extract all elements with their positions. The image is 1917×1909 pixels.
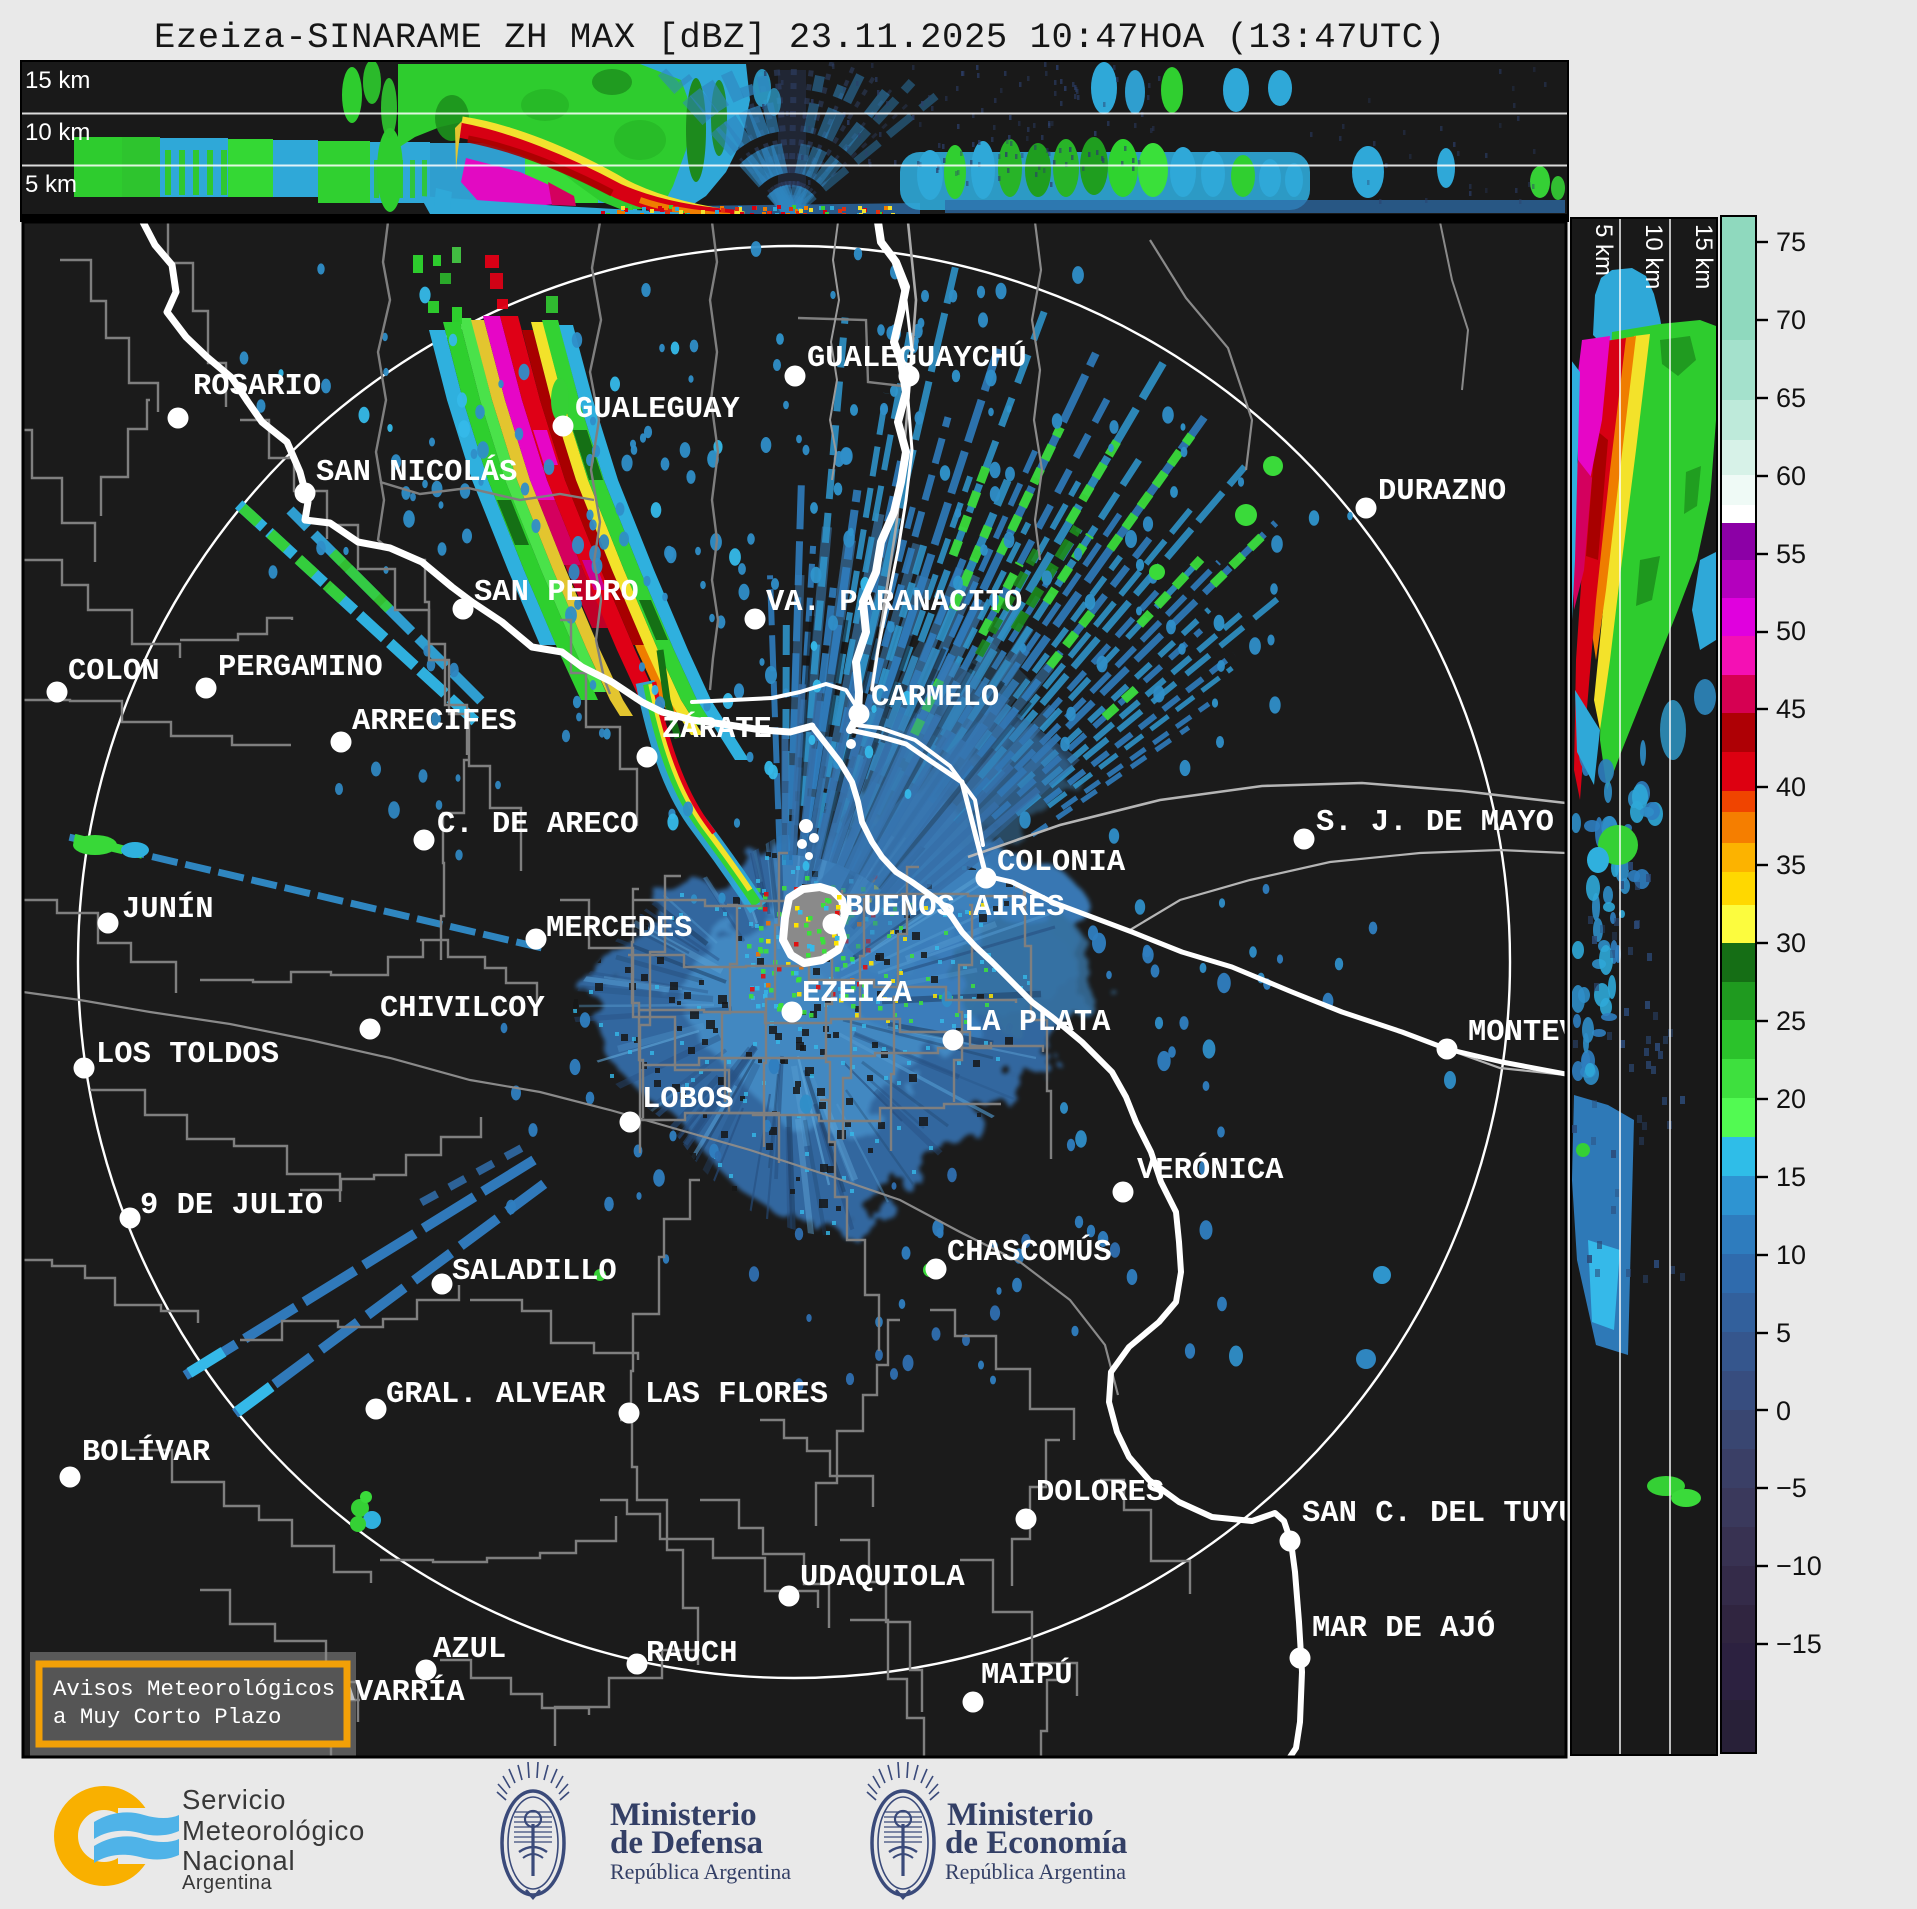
svg-text:COLON: COLON [68,655,160,689]
svg-text:BOLÍVAR: BOLÍVAR [82,1433,211,1470]
svg-text:CHASCOMÚS: CHASCOMÚS [947,1233,1112,1270]
svg-text:ARRECIFES: ARRECIFES [352,705,517,739]
svg-text:−5: −5 [1776,1473,1807,1503]
svg-text:CARMELO: CARMELO [871,681,999,715]
svg-text:MERCEDES: MERCEDES [546,912,692,946]
svg-text:Nacional: Nacional [182,1845,295,1876]
svg-text:PERGAMINO: PERGAMINO [218,651,383,685]
svg-text:SAN NICOLÁS: SAN NICOLÁS [316,453,517,490]
svg-text:Ministerio: Ministerio [947,1797,1094,1833]
svg-text:65: 65 [1776,383,1806,413]
svg-text:40: 40 [1776,772,1806,802]
svg-text:COLONIA: COLONIA [997,846,1126,880]
svg-text:10 km: 10 km [25,119,90,146]
svg-text:5 km: 5 km [25,171,77,198]
svg-text:GRAL. ALVEAR: GRAL. ALVEAR [386,1378,606,1412]
svg-text:BUENOS AIRES: BUENOS AIRES [845,891,1065,925]
svg-text:VERÓNICA: VERÓNICA [1137,1151,1284,1188]
svg-text:5 km: 5 km [1590,224,1617,276]
svg-text:de Economía: de Economía [945,1825,1127,1861]
svg-text:a Muy Corto Plazo: a Muy Corto Plazo [53,1704,281,1730]
svg-text:LOBOS: LOBOS [642,1083,734,1117]
svg-text:15 km: 15 km [1690,224,1717,289]
svg-text:LAS FLORES: LAS FLORES [645,1378,828,1412]
svg-text:−15: −15 [1776,1629,1822,1659]
svg-text:DURAZNO: DURAZNO [1378,475,1506,509]
svg-text:Servicio: Servicio [182,1784,286,1815]
svg-text:C. DE ARECO: C. DE ARECO [437,808,638,842]
svg-text:MAR DE AJÓ: MAR DE AJÓ [1312,1609,1495,1646]
svg-text:25: 25 [1776,1006,1806,1036]
svg-text:ZÁRATE: ZÁRATE [662,710,772,747]
svg-text:MAIPÚ: MAIPÚ [981,1656,1073,1693]
svg-text:SALADILLO: SALADILLO [452,1255,617,1289]
svg-text:S. J. DE MAYO: S. J. DE MAYO [1316,806,1554,840]
svg-text:República Argentina: República Argentina [610,1859,791,1884]
svg-text:−10: −10 [1776,1551,1822,1581]
svg-text:45: 45 [1776,694,1806,724]
svg-text:EZEIZA: EZEIZA [802,977,913,1011]
svg-text:VA. PARANACITO: VA. PARANACITO [766,586,1022,620]
svg-text:35: 35 [1776,850,1806,880]
svg-text:60: 60 [1776,461,1806,491]
svg-text:10: 10 [1776,1240,1806,1270]
svg-text:9 DE JULIO: 9 DE JULIO [140,1189,323,1223]
svg-text:JUNÍN: JUNÍN [122,890,214,927]
svg-text:MONTEV: MONTEV [1468,1016,1579,1050]
svg-text:de Defensa: de Defensa [610,1825,763,1861]
svg-text:LOS TOLDOS: LOS TOLDOS [96,1038,279,1072]
svg-text:0: 0 [1776,1396,1791,1426]
svg-text:GUALEGUAY: GUALEGUAY [575,393,740,427]
svg-text:DOLORES: DOLORES [1036,1476,1164,1510]
svg-text:Meteorológico: Meteorológico [182,1815,365,1846]
svg-text:30: 30 [1776,928,1806,958]
svg-text:Ezeiza-SINARAME ZH MAX [dBZ] 2: Ezeiza-SINARAME ZH MAX [dBZ] 23.11.2025 … [154,17,1445,58]
svg-text:5: 5 [1776,1318,1791,1348]
svg-text:SAN C. DEL TUYÚ: SAN C. DEL TUYÚ [1302,1494,1577,1531]
svg-text:ROSARIO: ROSARIO [193,370,321,404]
svg-text:10 km: 10 km [1640,224,1667,289]
svg-text:Argentina: Argentina [182,1872,272,1894]
svg-text:Ministerio: Ministerio [610,1797,757,1833]
svg-text:15: 15 [1776,1162,1806,1192]
svg-text:CHIVILCOY: CHIVILCOY [380,992,545,1026]
svg-text:50: 50 [1776,616,1806,646]
svg-text:55: 55 [1776,539,1806,569]
svg-text:UDAQUIOLA: UDAQUIOLA [800,1561,965,1595]
svg-text:Avisos Meteorológicos: Avisos Meteorológicos [53,1676,335,1702]
svg-text:SAN PEDRO: SAN PEDRO [474,576,639,610]
svg-text:RAUCH: RAUCH [646,1637,738,1671]
svg-text:75: 75 [1776,227,1806,257]
svg-text:República Argentina: República Argentina [945,1859,1126,1884]
svg-text:20: 20 [1776,1084,1806,1114]
svg-text:LA PLATA: LA PLATA [964,1006,1111,1040]
svg-text:70: 70 [1776,305,1806,335]
svg-text:15 km: 15 km [25,67,90,94]
svg-text:AZUL: AZUL [433,1633,506,1667]
